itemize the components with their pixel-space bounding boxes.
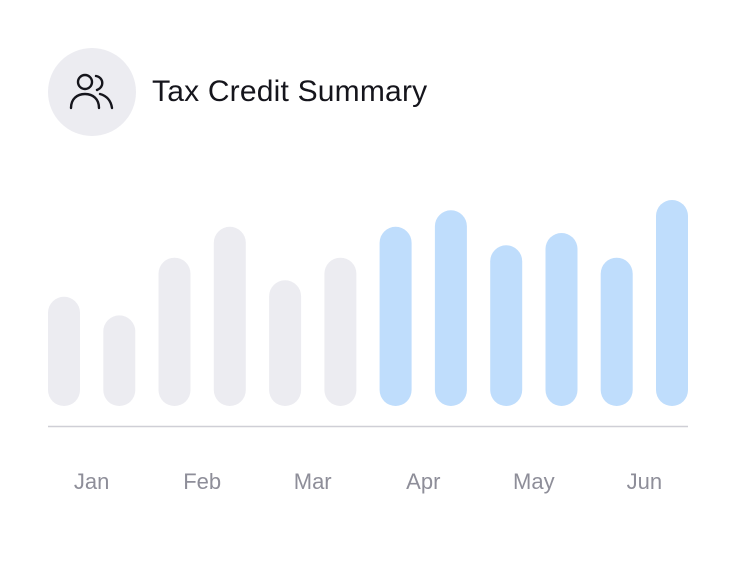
- bar-8: [434, 210, 467, 406]
- x-tick-label: Jun: [627, 469, 662, 494]
- bar-1: [48, 296, 80, 406]
- avatar: [48, 48, 136, 136]
- bar-4: [213, 226, 246, 406]
- chart-header: Tax Credit Summary: [48, 48, 427, 136]
- bar-9: [490, 245, 523, 406]
- x-tick-label: Apr: [406, 469, 440, 494]
- x-tick-label: May: [513, 469, 555, 494]
- bar-10: [545, 233, 578, 406]
- users-icon: [69, 73, 114, 110]
- bar-7: [379, 226, 412, 406]
- bar-11: [600, 257, 633, 406]
- bar-3: [158, 257, 191, 406]
- bar-6: [324, 257, 357, 406]
- page-title: Tax Credit Summary: [152, 75, 428, 108]
- x-tick-label: Mar: [294, 469, 332, 494]
- x-tick-label: Jan: [74, 469, 109, 494]
- bar-12: [656, 200, 688, 406]
- bar-5: [269, 280, 302, 406]
- x-tick-label: Feb: [183, 469, 221, 494]
- bar-2: [103, 315, 136, 406]
